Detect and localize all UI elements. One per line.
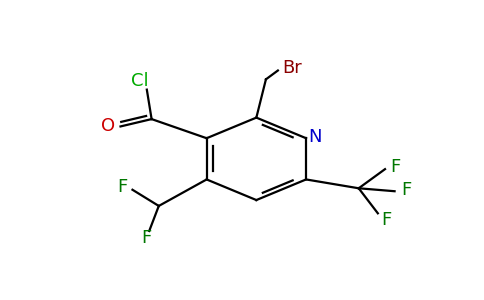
Text: F: F — [401, 181, 412, 199]
Text: N: N — [308, 128, 321, 146]
Text: F: F — [117, 178, 127, 196]
Text: F: F — [391, 158, 401, 176]
Text: Br: Br — [282, 58, 302, 76]
Text: O: O — [102, 117, 116, 135]
Text: Cl: Cl — [131, 72, 149, 90]
Text: F: F — [142, 229, 152, 247]
Text: F: F — [381, 211, 392, 229]
